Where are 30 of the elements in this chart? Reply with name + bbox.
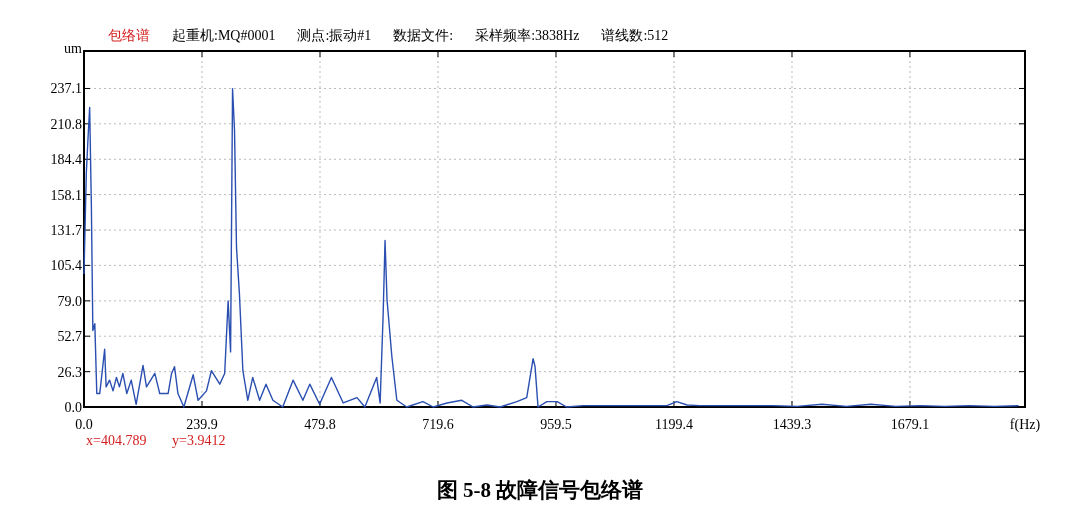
x-tick-label: 719.6: [422, 417, 454, 432]
text: 图 5-8 故障信号包络谱: [436, 478, 644, 502]
x-axis-title: f(Hz): [1009, 417, 1041, 433]
y-tick-label: 105.4: [50, 258, 82, 274]
y-tick-label: 237.1: [50, 81, 82, 97]
text: x=404.789: [86, 433, 147, 448]
x-tick-label: 479.8: [304, 417, 336, 432]
text: 谱线数:512: [601, 28, 669, 43]
x-tick-label: 0.0: [75, 417, 93, 432]
x-tick-label: 239.9: [186, 417, 218, 432]
y-tick-label: 79.0: [57, 293, 82, 309]
text: 数据文件:: [393, 28, 454, 43]
x-tick-label: 959.5: [540, 417, 572, 432]
x-tick-label: 1439.3: [772, 417, 812, 432]
y-axis-title: um: [64, 41, 83, 56]
text: 测点:振动#1: [297, 28, 372, 43]
y-tick-label: 26.3: [57, 364, 82, 380]
y-tick-label: 158.1: [50, 187, 82, 203]
text: y=3.9412: [172, 433, 226, 448]
line-series: [83, 87, 1020, 408]
y-tick-label: 184.4: [50, 152, 82, 168]
y-tick-label: 52.7: [57, 329, 82, 345]
x-tick-label: 1679.1: [890, 417, 930, 432]
text: 包络谱: [108, 28, 150, 43]
y-tick-label: 131.7: [50, 223, 82, 239]
text: 采样频率:3838Hz: [475, 28, 580, 43]
y-tick-label: 210.8: [50, 116, 82, 132]
x-tick-label: 1199.4: [654, 417, 693, 432]
text: 起重机:MQ#0001: [172, 28, 276, 43]
y-tick-label: 0.0: [64, 400, 82, 415]
